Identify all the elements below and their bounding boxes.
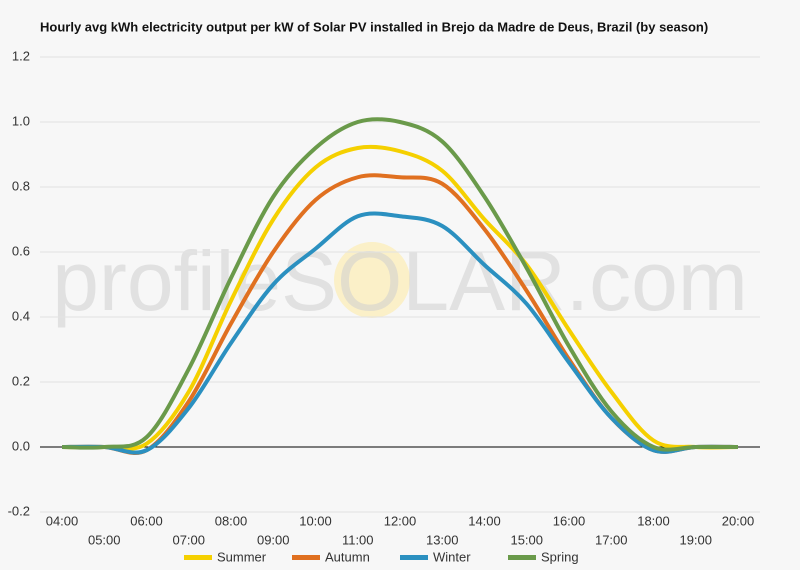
- y-tick-label: 0.8: [12, 178, 30, 193]
- legend-label: Summer: [217, 549, 267, 564]
- x-tick-label: 12:00: [384, 513, 417, 528]
- legend-swatch: [184, 555, 212, 560]
- x-tick-label: 17:00: [595, 532, 628, 547]
- y-tick-label: 0.4: [12, 308, 30, 323]
- x-tick-label: 15:00: [510, 532, 543, 547]
- y-tick-label: 0.6: [12, 243, 30, 258]
- x-tick-label: 09:00: [257, 532, 290, 547]
- y-tick-label: 1.2: [12, 48, 30, 63]
- legend-swatch: [400, 555, 428, 560]
- legend-label: Winter: [433, 549, 471, 564]
- x-tick-label: 14:00: [468, 513, 501, 528]
- legend-swatch: [292, 555, 320, 560]
- x-tick-label: 08:00: [215, 513, 248, 528]
- series-line: [61, 144, 739, 451]
- x-tick-label: 04:00: [46, 513, 79, 528]
- x-tick-label: 11:00: [342, 532, 374, 547]
- series-line: [61, 211, 739, 455]
- x-tick-label: 19:00: [679, 532, 712, 547]
- y-tick-label: 0.0: [12, 438, 30, 453]
- legend-label: Autumn: [325, 549, 370, 564]
- x-tick-label: 13:00: [426, 532, 459, 547]
- x-tick-label: 06:00: [130, 513, 163, 528]
- legend-label: Spring: [541, 549, 579, 564]
- watermark: profileSOLAR.com: [52, 234, 748, 328]
- x-tick-label: 05:00: [88, 532, 121, 547]
- x-tick-label: 07:00: [172, 532, 205, 547]
- y-tick-label: -0.2: [8, 503, 30, 518]
- y-tick-label: 1.0: [12, 113, 30, 128]
- x-tick-label: 18:00: [637, 513, 670, 528]
- watermark-sun: [334, 242, 410, 318]
- x-tick-label: 20:00: [722, 513, 755, 528]
- y-tick-label: 0.2: [12, 373, 30, 388]
- x-tick-label: 10:00: [299, 513, 332, 528]
- legend-swatch: [508, 555, 536, 560]
- series-line: [61, 117, 738, 452]
- chart-title: Hourly avg kWh electricity output per kW…: [40, 19, 708, 34]
- x-tick-label: 16:00: [553, 513, 586, 528]
